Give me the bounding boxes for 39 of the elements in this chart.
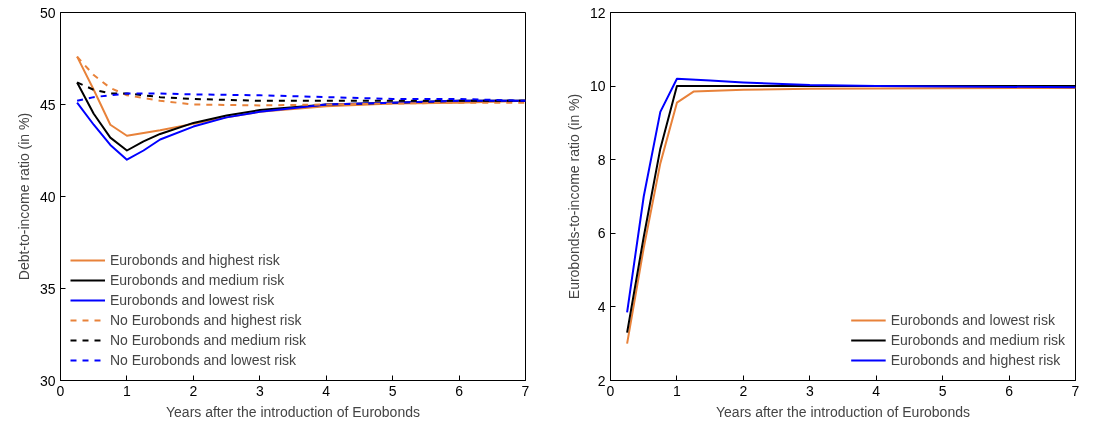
legend-label: Eurobonds and lowest risk [890,312,1055,328]
y-tick-label: 50 [39,4,56,21]
y-tick-label: 12 [589,4,606,21]
legend-label: No Eurobonds and lowest risk [110,352,296,368]
y-tick-label: 6 [597,225,606,242]
x-tick-label: 0 [606,382,615,399]
x-tick-label: 4 [322,382,331,399]
x-tick-label: 2 [189,382,198,399]
y-tick-label: 35 [39,280,56,297]
x-tick-label: 1 [123,382,132,399]
legend-label: Eurobonds and medium risk [110,272,285,288]
y-tick-label: 8 [597,151,606,168]
x-tick-label: 3 [255,382,264,399]
legend-label: Eurobonds and highest risk [890,352,1061,368]
x-tick-label: 2 [739,382,748,399]
y-tick-label: 40 [39,188,56,205]
x-tick-label: 7 [521,382,530,399]
legend-label: Eurobonds and medium risk [890,332,1065,348]
y-axis-title: Eurobonds-to-income ratio (in %) [565,93,582,300]
x-tick-label: 5 [388,382,397,399]
y-tick-label: 4 [597,298,606,315]
x-tick-label: 6 [455,382,464,399]
x-tick-label: 5 [938,382,947,399]
x-tick-label: 1 [673,382,682,399]
y-tick-label: 45 [39,96,56,113]
x-tick-label: 3 [805,382,814,399]
y-axis-title: Debt-to-income ratio (in %) [15,112,32,281]
x-axis-title: Years after the introduction of Eurobonds [166,403,420,420]
x-tick-label: 4 [872,382,881,399]
legend-label: Eurobonds and highest risk [110,252,280,268]
y-tick-label: 10 [589,78,606,95]
x-tick-label: 7 [1071,382,1080,399]
x-tick-label: 0 [56,382,65,399]
legend-label: No Eurobonds and medium risk [110,332,307,348]
legend-label: Eurobonds and lowest risk [110,292,275,308]
legend-label: No Eurobonds and highest risk [110,312,302,328]
x-axis-title: Years after the introduction of Eurobonds [716,403,970,420]
y-tick-label: 30 [39,372,56,389]
x-tick-label: 6 [1005,382,1014,399]
